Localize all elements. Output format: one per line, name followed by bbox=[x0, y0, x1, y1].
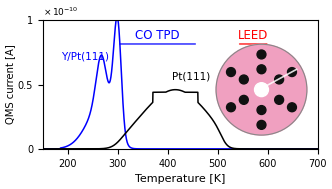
X-axis label: Temperature [K]: Temperature [K] bbox=[135, 174, 225, 184]
Text: Y/Pt(111): Y/Pt(111) bbox=[61, 51, 109, 61]
Text: LEED: LEED bbox=[238, 29, 268, 42]
Text: $\times\,10^{-10}$: $\times\,10^{-10}$ bbox=[43, 5, 78, 18]
Y-axis label: QMS current [A]: QMS current [A] bbox=[5, 45, 15, 124]
Text: Pt(111): Pt(111) bbox=[172, 72, 210, 82]
Text: CO TPD: CO TPD bbox=[134, 29, 179, 42]
